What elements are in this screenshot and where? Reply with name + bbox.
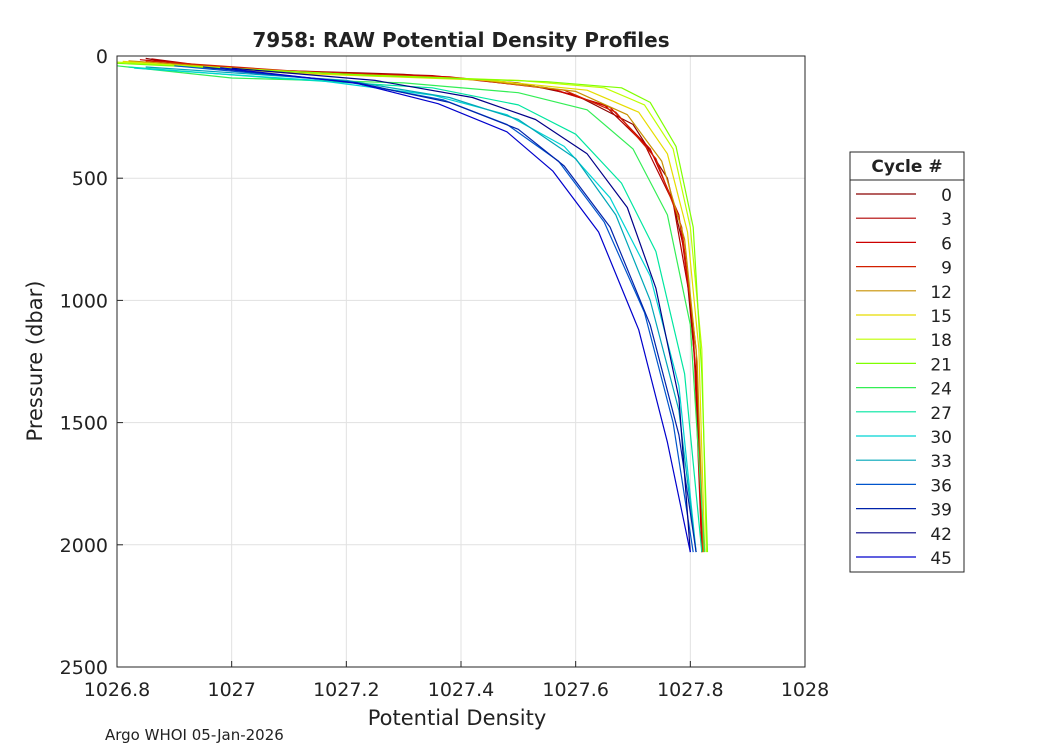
y-tick-label: 2500 <box>60 657 108 679</box>
profile-line-cycle-27 <box>128 66 703 553</box>
x-tick-label: 1027.2 <box>313 679 379 701</box>
y-tick-label: 0 <box>96 46 108 68</box>
y-tick-label: 2000 <box>60 535 108 557</box>
profile-line-cycle-3 <box>151 58 703 553</box>
legend-label-cycle-3: 3 <box>941 210 952 230</box>
profile-lines <box>116 57 709 553</box>
profile-line-cycle-39 <box>202 66 697 553</box>
y-tick-label: 500 <box>72 168 108 190</box>
legend-label-cycle-36: 36 <box>930 476 952 496</box>
legend-label-cycle-30: 30 <box>930 428 952 448</box>
profile-line-cycle-24 <box>116 65 706 553</box>
legend-label-cycle-0: 0 <box>941 186 952 206</box>
legend-label-cycle-9: 9 <box>941 259 952 279</box>
x-tick-label: 1028 <box>781 679 829 701</box>
legend-label-cycle-18: 18 <box>930 331 952 351</box>
legend-label-cycle-33: 33 <box>930 452 952 472</box>
profile-line-cycle-30 <box>134 67 697 553</box>
x-tick-label: 1027 <box>207 679 255 701</box>
profile-line-cycle-21 <box>116 62 709 553</box>
profile-line-cycle-0 <box>145 57 703 553</box>
profile-line-cycle-42 <box>231 67 691 553</box>
legend-label-cycle-39: 39 <box>930 501 952 521</box>
profile-line-cycle-15 <box>122 60 706 553</box>
footer-credit: Argo WHOI 05-Jan-2026 <box>105 726 284 744</box>
legend-label-cycle-24: 24 <box>930 380 952 400</box>
x-tick-label: 1027.4 <box>428 679 494 701</box>
y-tick-label: 1000 <box>60 290 108 312</box>
legend-label-cycle-6: 6 <box>941 234 952 254</box>
legend-label-cycle-42: 42 <box>930 525 952 545</box>
x-tick-label: 1027.6 <box>542 679 608 701</box>
y-tick-label: 1500 <box>60 413 108 435</box>
profile-line-cycle-33 <box>145 66 697 553</box>
x-axis-label: Potential Density <box>368 706 547 730</box>
x-tick-label: 1026.8 <box>84 679 150 701</box>
x-tick-label: 1027.8 <box>657 679 723 701</box>
profile-line-cycle-12 <box>128 60 705 553</box>
x-tick-labels: 1026.8 1027 1027.2 1027.4 1027.6 1027.8 1028 <box>84 679 829 701</box>
profile-line-cycle-6 <box>139 59 703 553</box>
y-tick-labels: 0 500 1000 1500 2000 2500 <box>60 46 108 679</box>
legend-label-cycle-12: 12 <box>930 283 952 303</box>
legend-label-cycle-15: 15 <box>930 307 952 327</box>
plot-area-frame <box>116 55 806 668</box>
profile-line-cycle-36 <box>174 65 694 553</box>
legend-box <box>849 151 965 573</box>
profile-line-cycle-9 <box>145 60 704 553</box>
profile-line-cycle-45 <box>220 67 691 553</box>
y-axis-label: Pressure (dbar) <box>23 281 47 442</box>
legend-label-cycle-21: 21 <box>930 355 952 375</box>
legend-label-cycle-27: 27 <box>930 404 952 424</box>
chart-title: 7958: RAW Potential Density Profiles <box>252 28 669 52</box>
legend-title: Cycle # <box>871 157 942 177</box>
legend-label-cycle-45: 45 <box>930 549 952 569</box>
